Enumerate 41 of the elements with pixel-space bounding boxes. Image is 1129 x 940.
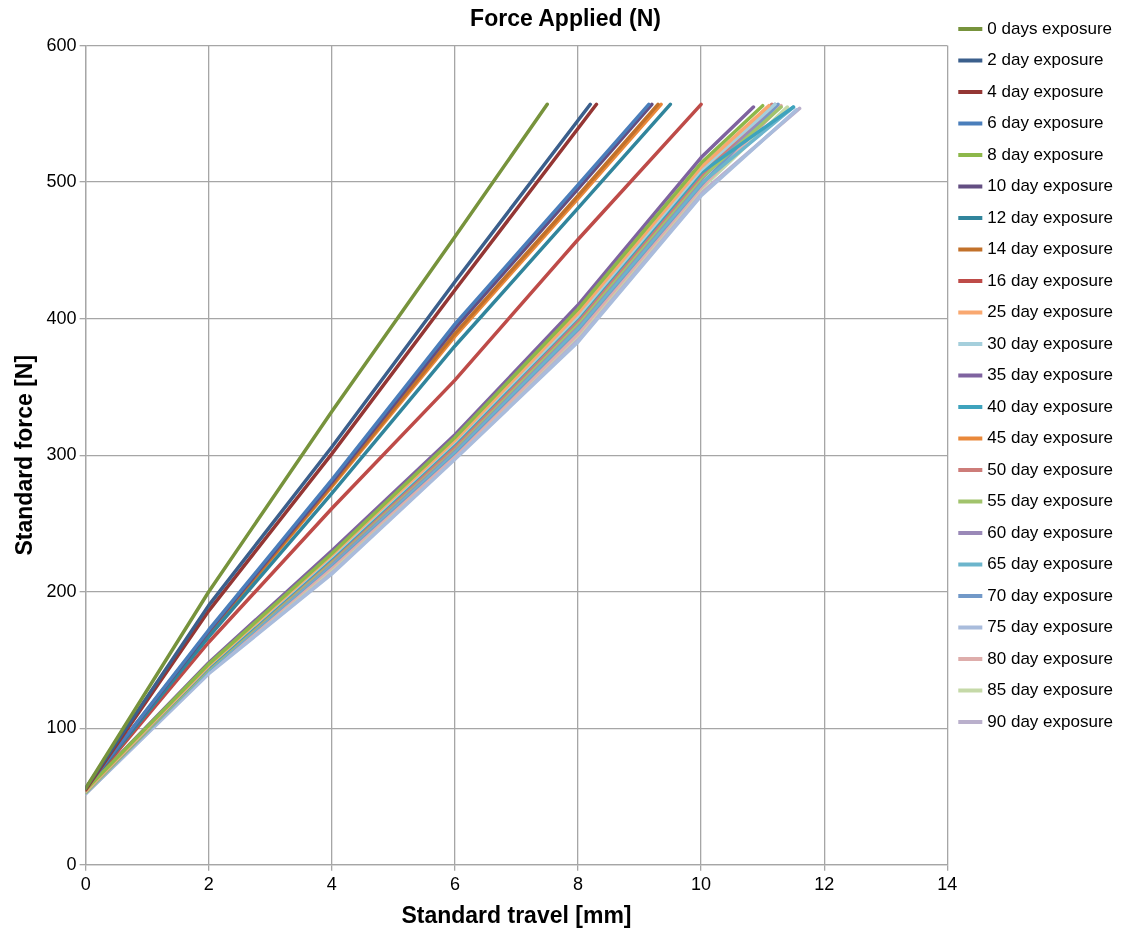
legend-label: 40 day exposure bbox=[987, 396, 1113, 416]
y-tick-label: 200 bbox=[46, 580, 77, 601]
x-tick-label: 2 bbox=[203, 873, 214, 894]
legend-label: 85 day exposure bbox=[987, 680, 1113, 700]
x-tick-label: 8 bbox=[573, 873, 584, 894]
legend-label: 12 day exposure bbox=[987, 207, 1113, 227]
x-tick-label: 0 bbox=[80, 873, 91, 894]
legend-label: 10 day exposure bbox=[987, 176, 1113, 196]
y-tick-label: 400 bbox=[46, 307, 77, 328]
y-axis-title: Standard force [N] bbox=[11, 354, 38, 556]
x-tick-label: 4 bbox=[326, 873, 337, 894]
legend-label: 8 day exposure bbox=[987, 144, 1104, 164]
x-tick-label: 12 bbox=[814, 873, 835, 894]
legend-label: 2 day exposure bbox=[987, 50, 1104, 70]
legend-label: 80 day exposure bbox=[987, 648, 1113, 668]
y-tick-label: 300 bbox=[46, 444, 77, 465]
x-tick-label: 14 bbox=[937, 873, 958, 894]
legend-label: 6 day exposure bbox=[987, 113, 1104, 133]
y-tick-label: 100 bbox=[46, 717, 77, 738]
legend-label: 60 day exposure bbox=[987, 522, 1113, 542]
legend-label: 75 day exposure bbox=[987, 617, 1113, 637]
legend-label: 50 day exposure bbox=[987, 459, 1113, 479]
y-tick-label: 600 bbox=[46, 34, 77, 55]
x-tick-label: 10 bbox=[691, 873, 712, 894]
legend-label: 45 day exposure bbox=[987, 428, 1113, 448]
legend-label: 4 day exposure bbox=[987, 81, 1104, 101]
x-tick-label: 6 bbox=[449, 873, 460, 894]
legend-label: 70 day exposure bbox=[987, 585, 1113, 605]
legend-label: 14 day exposure bbox=[987, 239, 1113, 259]
legend-label: 25 day exposure bbox=[987, 302, 1113, 322]
legend-label: 0 days exposure bbox=[987, 18, 1113, 38]
legend-label: 55 day exposure bbox=[987, 491, 1113, 511]
legend-label: 90 day exposure bbox=[987, 711, 1113, 731]
legend-label: 35 day exposure bbox=[987, 365, 1113, 385]
y-tick-label: 500 bbox=[46, 171, 77, 192]
x-axis-title: Standard travel [mm] bbox=[401, 901, 632, 928]
chart-title: Force Applied (N) bbox=[470, 5, 661, 32]
legend-label: 30 day exposure bbox=[987, 333, 1113, 353]
y-tick-label: 0 bbox=[66, 853, 77, 874]
legend-label: 16 day exposure bbox=[987, 270, 1113, 290]
legend-label: 65 day exposure bbox=[987, 554, 1113, 574]
